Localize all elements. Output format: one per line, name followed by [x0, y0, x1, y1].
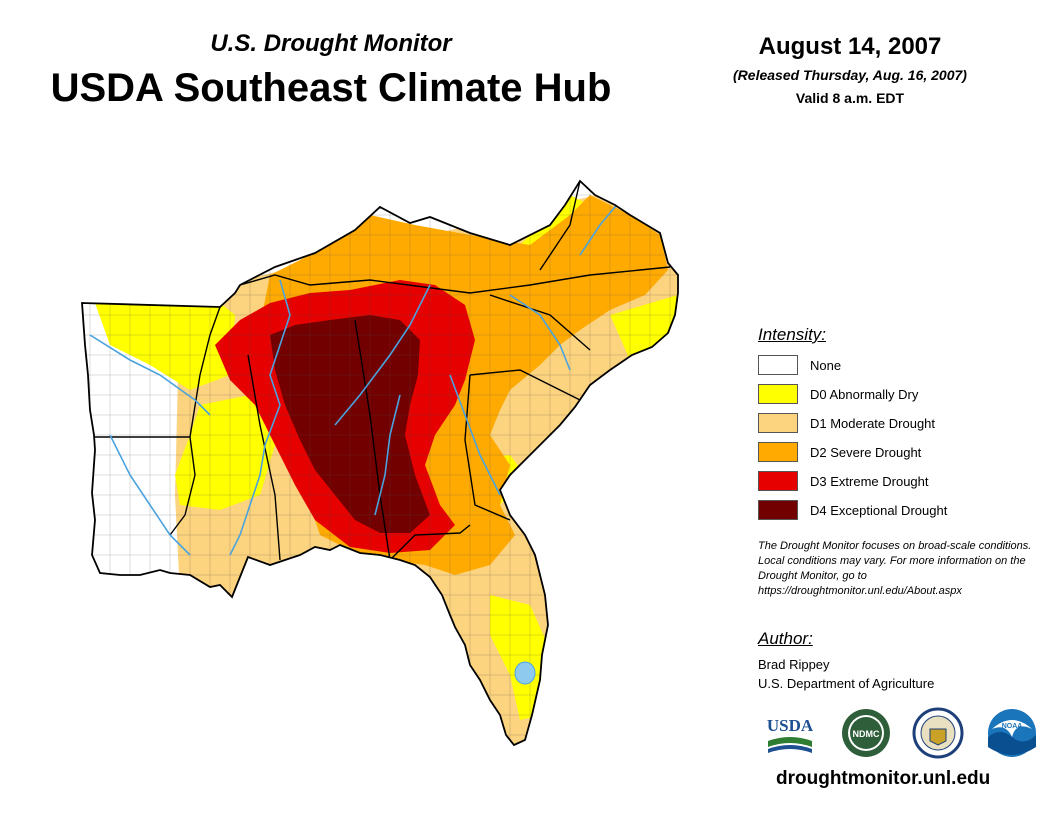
legend-label: D3 Extreme Drought — [810, 473, 929, 489]
legend-swatch — [758, 471, 798, 491]
website-link[interactable]: droughtmonitor.unl.edu — [776, 768, 991, 789]
drought-map — [81, 180, 679, 746]
ndmc-logo-text: NDMC — [853, 729, 880, 739]
state-borders — [90, 181, 671, 561]
legend-swatch — [758, 442, 798, 462]
legend-heading: Intensity: — [758, 325, 827, 344]
legend-label: D0 Abnormally Dry — [810, 386, 919, 402]
legend-swatch — [758, 500, 798, 520]
release-date: (Released Thursday, Aug. 16, 2007) — [733, 67, 967, 83]
author-name: Brad Rippey — [758, 657, 830, 672]
valid-time: Valid 8 a.m. EDT — [795, 90, 905, 106]
ndmc-logo: NDMC — [842, 709, 890, 757]
author-organization: U.S. Department of Agriculture — [758, 676, 935, 691]
d0-area-florida — [490, 595, 548, 720]
legend-label: D2 Severe Drought — [810, 444, 922, 460]
map-subtitle: U.S. Drought Monitor — [210, 30, 452, 57]
lake-okeechobee — [514, 661, 536, 685]
author-heading: Author: — [758, 629, 813, 648]
legend-swatch — [758, 384, 798, 404]
legend-item-d1: D1 Moderate Drought — [758, 412, 935, 434]
drought-monitor-note: The Drought Monitor focuses on broad-sca… — [758, 540, 1032, 597]
noaa-logo: NOAA — [988, 709, 1036, 757]
usda-logo: USDA — [767, 716, 814, 753]
legend-swatch — [758, 413, 798, 433]
legend-label: D4 Exceptional Drought — [810, 502, 948, 518]
legend-item-d4: D4 Exceptional Drought — [758, 499, 947, 521]
legend-label: None — [810, 357, 842, 373]
legend-swatch — [758, 355, 798, 375]
commerce-seal-icon — [912, 707, 964, 759]
legend-item-d0: D0 Abnormally Dry — [758, 383, 918, 405]
legend-item-d2: D2 Severe Drought — [758, 441, 921, 463]
legend-item-d3: D3 Extreme Drought — [758, 470, 929, 492]
map-title: USDA Southeast Climate Hub — [50, 66, 612, 110]
usda-logo-text: USDA — [767, 716, 814, 735]
legend-item-none: None — [758, 354, 841, 376]
noaa-logo-text: NOAA — [1002, 723, 1023, 730]
map-date: August 14, 2007 — [758, 33, 942, 60]
legend-label: D1 Moderate Drought — [810, 415, 936, 431]
